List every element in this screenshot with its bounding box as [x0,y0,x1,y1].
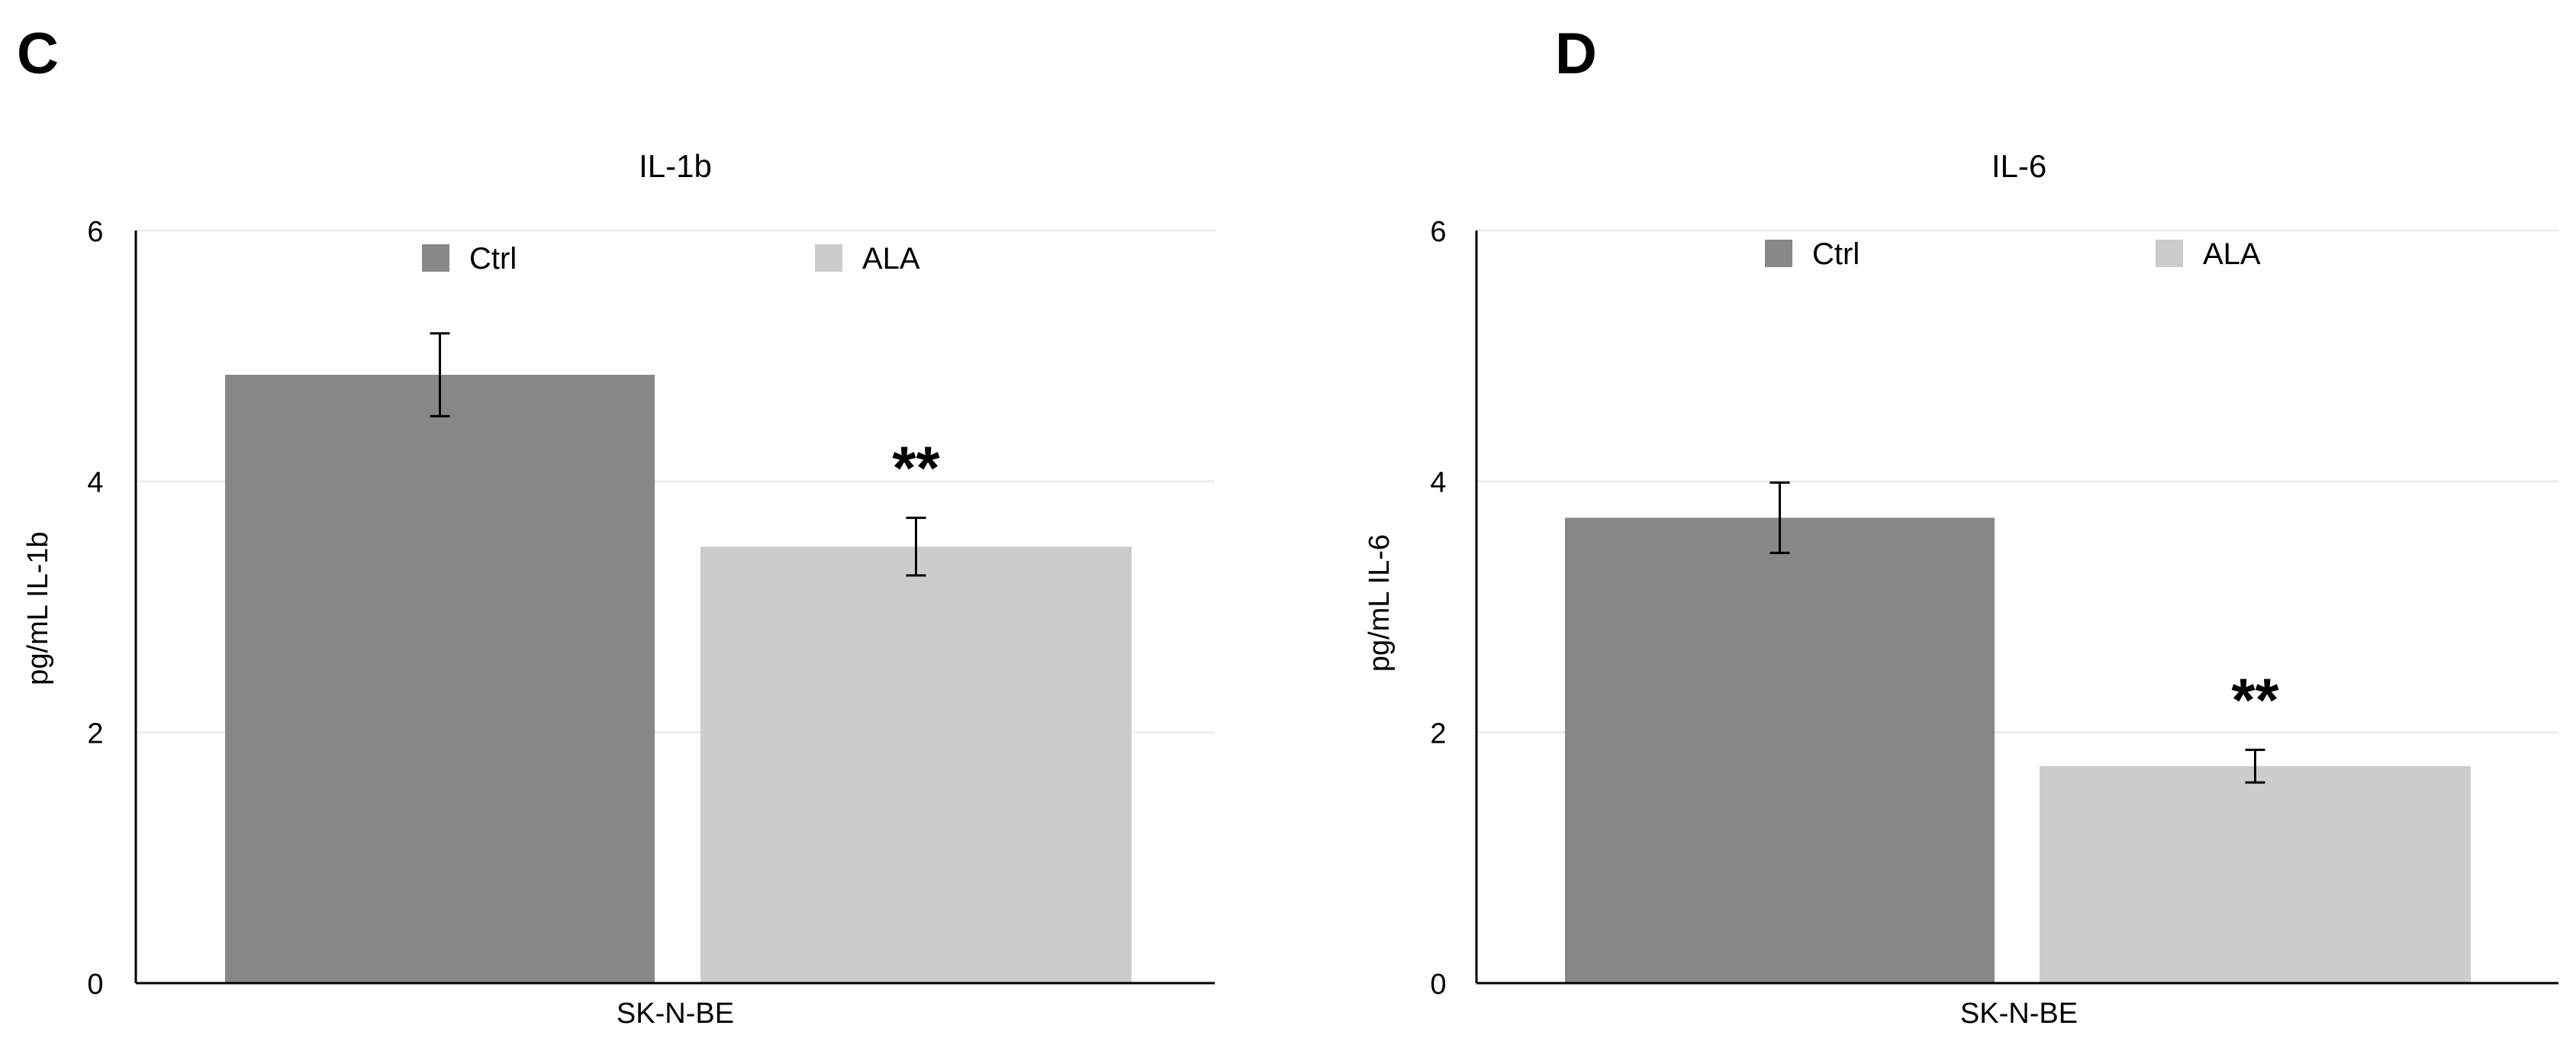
panel-d: D IL-6 pg/mL IL-6 SK-N-BE 0 2 4 6 ** Ctrl A… [1364,21,2558,1030]
legend-swatch-ala [2156,240,2183,267]
y-axis-label: pg/mL IL-1b [22,531,54,685]
panel-label: C [17,21,59,86]
y-tick-label: 6 [1430,216,1446,248]
bars: ** [1565,481,2471,983]
legend-label-ctrl: Ctrl [469,242,517,276]
legend: Ctrl ALA [422,242,920,276]
bar-ctrl [225,374,655,983]
x-axis-label: SK-N-BE [1960,998,2078,1030]
panel-c: C IL-1b pg/mL IL-1b SK-N-BE 0 2 4 6 ** Ctrl… [17,21,1215,1030]
bar-ala [700,547,1132,983]
bars: ** [225,332,1132,983]
legend-swatch-ctrl [1765,240,1792,267]
y-ticks: 0 2 4 6 [87,216,103,1001]
y-tick-label: 0 [1430,969,1446,1001]
y-ticks: 0 2 4 6 [1430,216,1446,1001]
legend-swatch-ctrl [422,244,449,272]
panel-label: D [1555,21,1597,86]
y-tick-label: 2 [87,717,103,750]
x-axis-label: SK-N-BE [617,998,734,1030]
legend-label-ala: ALA [2203,237,2261,271]
legend-label-ctrl: Ctrl [1812,237,1860,271]
chart-title: IL-6 [1992,148,2046,184]
legend-label-ala: ALA [862,242,920,276]
y-tick-label: 0 [87,969,103,1001]
significance-marker: ** [2231,666,2279,734]
y-tick-label: 6 [87,216,103,248]
legend: Ctrl ALA [1765,237,2261,271]
bar-ala [2040,766,2471,983]
y-tick-label: 4 [87,467,103,499]
y-axis-label: pg/mL IL-6 [1364,534,1396,672]
y-tick-label: 2 [1430,717,1446,750]
y-tick-label: 4 [1430,467,1446,499]
bar-ctrl [1565,518,1995,983]
significance-marker: ** [892,434,940,501]
chart-title: IL-1b [639,148,712,184]
legend-swatch-ala [815,244,842,272]
